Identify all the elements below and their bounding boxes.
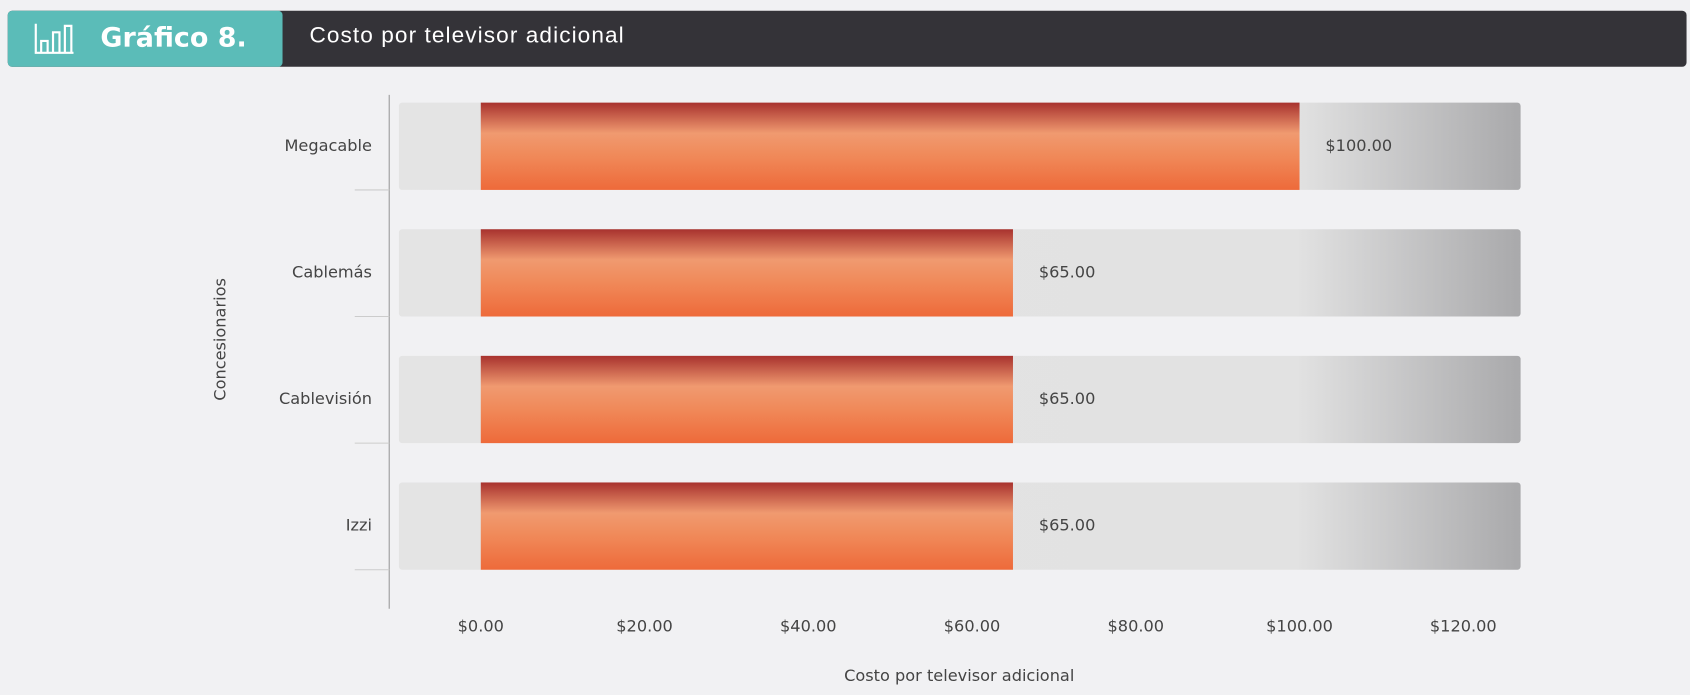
bar — [480, 355, 1013, 444]
bar — [480, 102, 1300, 190]
chart-icon — [34, 23, 74, 54]
x-tick-label: $80.00 — [1108, 617, 1165, 636]
y-tick-label: Megacable — [284, 136, 372, 155]
x-tick-label: $20.00 — [616, 617, 673, 636]
y-tick-label: Cablevisión — [279, 389, 372, 408]
x-tick-label: $100.00 — [1266, 617, 1333, 636]
value-label: $65.00 — [1039, 262, 1096, 281]
x-tick-label: $40.00 — [780, 617, 837, 636]
chart-title: Costo por televisor adicional — [309, 23, 624, 48]
y-tick-label: Izzi — [346, 516, 372, 535]
y-tick-label: Cablemás — [292, 262, 372, 281]
header-badge — [7, 10, 283, 67]
bar — [480, 229, 1013, 317]
x-tick-label: $120.00 — [1430, 617, 1497, 636]
y-axis-label: Concesionarios — [211, 278, 230, 401]
x-tick-label: $60.00 — [944, 617, 1001, 636]
x-tick-label: $0.00 — [458, 617, 504, 636]
value-label: $100.00 — [1325, 136, 1392, 155]
value-label: $65.00 — [1039, 516, 1096, 535]
header-bar — [7, 10, 1687, 67]
header-label: Gráfico 8. — [100, 22, 246, 53]
value-label: $65.00 — [1039, 389, 1096, 408]
x-axis-label: Costo por televisor adicional — [844, 666, 1074, 685]
bar — [480, 482, 1013, 570]
